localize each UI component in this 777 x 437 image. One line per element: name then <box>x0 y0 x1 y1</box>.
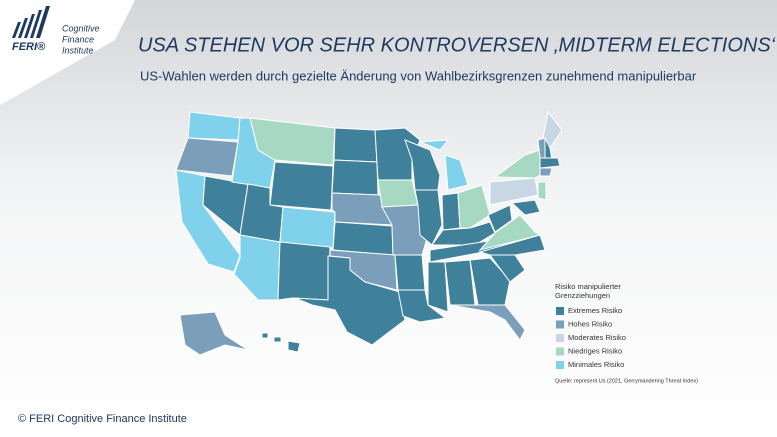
logo-line: Cognitive <box>62 23 100 33</box>
logo-bar <box>30 10 42 38</box>
state <box>510 199 541 216</box>
state <box>333 127 378 163</box>
state <box>539 167 553 177</box>
legend-swatch <box>556 347 564 356</box>
copyright: © FERI Cognitive Finance Institute <box>18 413 187 425</box>
state <box>277 241 331 301</box>
state <box>444 154 469 191</box>
legend-label: Niedriges Risiko <box>568 346 622 355</box>
logo-bar <box>12 22 21 38</box>
logo-bar <box>36 6 50 38</box>
source: Quelle: represent Us (2021, Gerrymanderi… <box>555 378 698 384</box>
state <box>444 259 476 306</box>
legend-swatch <box>556 320 564 329</box>
state <box>331 159 379 196</box>
state <box>287 340 301 353</box>
state <box>175 137 239 177</box>
legend-swatch <box>556 334 564 342</box>
legend-label: Extremes Risiko <box>568 306 622 315</box>
state <box>279 206 336 249</box>
legend-label: Hohes Risiko <box>568 319 612 328</box>
legend-title: Risiko manipulierter <box>555 282 621 291</box>
state <box>539 157 561 169</box>
legend-swatch <box>556 307 564 315</box>
state <box>261 332 269 339</box>
legend-title: Grenzziehungen <box>555 291 610 300</box>
state <box>449 304 526 341</box>
state <box>441 192 461 231</box>
state <box>537 181 547 201</box>
state <box>249 117 336 166</box>
logo: FERI® Cognitive Finance Institute <box>12 6 100 55</box>
state <box>487 204 513 233</box>
title: USA STEHEN VOR SEHR KONTROVERSEN ‚MIDTER… <box>138 34 776 56</box>
legend-label: Minimales Risiko <box>568 360 624 369</box>
state <box>377 179 419 208</box>
state <box>469 257 511 306</box>
logo-bar <box>18 18 28 38</box>
logo-line: Institute <box>62 45 94 55</box>
legend: Risiko manipulierter Grenzziehungen Extr… <box>555 282 626 369</box>
state <box>419 139 450 151</box>
us-map <box>175 110 563 356</box>
state <box>397 289 447 323</box>
state <box>478 214 542 251</box>
logo-line: Finance <box>62 34 94 44</box>
logo-bar <box>24 14 35 38</box>
state <box>457 184 491 229</box>
legend-swatch <box>556 361 564 369</box>
logo-panel <box>0 0 135 105</box>
state <box>332 221 394 256</box>
subtitle: US-Wahlen werden durch gezielte Änderung… <box>140 68 697 83</box>
state <box>273 336 282 343</box>
state <box>394 254 426 291</box>
state <box>269 161 334 211</box>
state <box>427 261 449 313</box>
logo-brand: FERI® <box>12 41 46 53</box>
state <box>179 311 249 356</box>
state <box>294 255 406 346</box>
legend-label: Moderates Risiko <box>568 333 626 342</box>
